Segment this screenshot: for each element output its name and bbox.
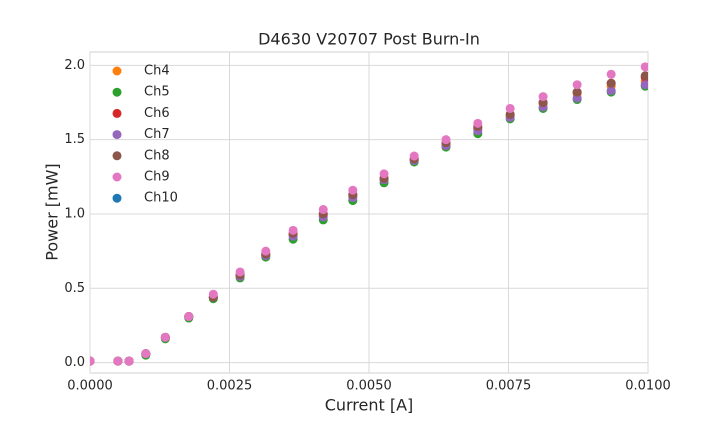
data-point bbox=[318, 205, 328, 215]
data-point bbox=[261, 246, 271, 256]
data-point bbox=[640, 71, 648, 81]
legend-marker bbox=[112, 172, 122, 182]
data-point bbox=[606, 69, 616, 79]
data-point bbox=[572, 87, 582, 97]
data-point bbox=[572, 80, 582, 90]
legend-label: Ch10 bbox=[144, 191, 178, 206]
y-tick-label: 0.0 bbox=[64, 355, 85, 370]
legend-label: Ch7 bbox=[144, 127, 170, 142]
data-point bbox=[113, 356, 123, 366]
data-point bbox=[379, 169, 389, 179]
legend-label: Ch8 bbox=[144, 148, 170, 163]
data-point bbox=[235, 267, 245, 277]
data-point bbox=[184, 312, 194, 322]
data-point bbox=[473, 118, 483, 128]
legend-marker bbox=[112, 151, 122, 161]
data-point bbox=[409, 151, 419, 161]
x-tick-label: 0.0050 bbox=[346, 379, 392, 394]
x-tick-label: 0.0100 bbox=[625, 379, 671, 394]
y-tick-label: 1.0 bbox=[64, 206, 85, 221]
x-tick-label: 0.0000 bbox=[67, 379, 113, 394]
chart-title: D4630 V20707 Post Burn-In bbox=[258, 30, 480, 49]
x-tick-label: 0.0025 bbox=[207, 379, 253, 394]
legend-label: Ch4 bbox=[144, 64, 170, 79]
data-point bbox=[288, 225, 298, 235]
y-tick-label: 2.0 bbox=[64, 58, 85, 73]
legend-marker bbox=[112, 193, 122, 203]
y-tick-label: 0.5 bbox=[64, 281, 85, 296]
data-point bbox=[441, 135, 451, 145]
data-point bbox=[538, 92, 548, 102]
data-point bbox=[640, 80, 648, 90]
legend-marker bbox=[112, 87, 122, 97]
data-point bbox=[606, 78, 616, 88]
legend-marker bbox=[112, 130, 122, 140]
legend-marker bbox=[112, 108, 122, 118]
legend-label: Ch9 bbox=[144, 170, 170, 185]
legend-label: Ch5 bbox=[144, 85, 170, 100]
data-point bbox=[606, 86, 616, 96]
y-axis-label: Power [mW] bbox=[43, 163, 62, 260]
data-point bbox=[141, 349, 151, 359]
legend-label: Ch6 bbox=[144, 106, 170, 121]
y-tick-label: 1.5 bbox=[64, 132, 85, 147]
legend-marker bbox=[112, 66, 122, 76]
data-point bbox=[505, 103, 515, 113]
data-point bbox=[208, 289, 218, 299]
data-point bbox=[160, 332, 170, 342]
data-point bbox=[640, 62, 648, 72]
data-point bbox=[90, 356, 95, 366]
x-tick-label: 0.0075 bbox=[486, 379, 532, 394]
data-point bbox=[124, 356, 134, 366]
x-axis-label: Current [A] bbox=[325, 396, 414, 415]
data-point bbox=[348, 185, 358, 195]
